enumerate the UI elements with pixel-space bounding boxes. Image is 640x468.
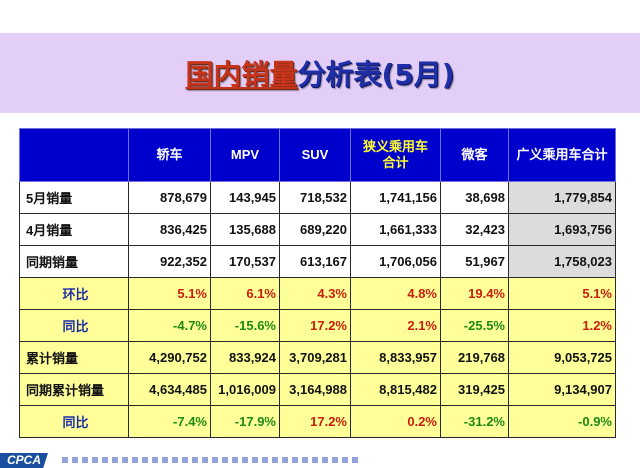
table-row: 累计销量 4,290,752 833,924 3,709,281 8,833,9… — [19, 341, 616, 374]
cell: -25.5% — [440, 309, 509, 342]
cpca-logo: CPCA — [0, 453, 48, 468]
cell: 1,016,009 — [210, 373, 280, 406]
header-sedan: 轿车 — [128, 128, 211, 182]
cell: 3,164,988 — [279, 373, 351, 406]
cell: 1,706,056 — [350, 245, 441, 278]
row-label: 同比 — [19, 405, 129, 438]
cell: 1,693,756 — [508, 213, 616, 246]
cell: 17.2% — [279, 405, 351, 438]
cell: 1,758,023 — [508, 245, 616, 278]
cell: 38,698 — [440, 181, 509, 214]
footer: CPCA — [0, 452, 640, 468]
title-highlight: 国内销量 — [185, 58, 298, 91]
cell: 32,423 — [440, 213, 509, 246]
cell: 922,352 — [128, 245, 211, 278]
header-narrow-total-label: 狭义乘用车合计 — [362, 139, 428, 170]
row-label: 同比 — [19, 309, 129, 342]
cell: 4.3% — [279, 277, 351, 310]
page-title: 国内销量分析表(5月) — [0, 53, 640, 93]
cell: -4.7% — [128, 309, 211, 342]
cell: 170,537 — [210, 245, 280, 278]
row-label: 同期累计销量 — [19, 373, 129, 406]
cell: -15.6% — [210, 309, 280, 342]
sales-analysis-table: 轿车 MPV SUV 狭义乘用车合计 微客 广义乘用车合计 5月销量 878,6… — [19, 128, 616, 438]
table-row: 同期累计销量 4,634,485 1,016,009 3,164,988 8,8… — [19, 373, 616, 406]
cell: 19.4% — [440, 277, 509, 310]
cell: 8,833,957 — [350, 341, 441, 374]
title-band — [0, 33, 640, 113]
header-empty — [19, 128, 129, 182]
table-row: 同期销量 922,352 170,537 613,167 1,706,056 5… — [19, 245, 616, 278]
cell: 4,634,485 — [128, 373, 211, 406]
table-row: 同比 -4.7% -15.6% 17.2% 2.1% -25.5% 1.2% — [19, 309, 616, 342]
cell: 8,815,482 — [350, 373, 441, 406]
cell: 3,709,281 — [279, 341, 351, 374]
cell: 5.1% — [508, 277, 616, 310]
table-row: 5月销量 878,679 143,945 718,532 1,741,156 3… — [19, 181, 616, 214]
cell: 135,688 — [210, 213, 280, 246]
cell: 9,053,725 — [508, 341, 616, 374]
cell: 1,661,333 — [350, 213, 441, 246]
cell: 6.1% — [210, 277, 280, 310]
cell: 1,741,156 — [350, 181, 441, 214]
cell: -31.2% — [440, 405, 509, 438]
cell: 613,167 — [279, 245, 351, 278]
cell: 143,945 — [210, 181, 280, 214]
cell: 4.8% — [350, 277, 441, 310]
cell: 878,679 — [128, 181, 211, 214]
header-minibus: 微客 — [440, 128, 509, 182]
title-rest: 分析表(5月) — [297, 58, 455, 91]
cell: 219,768 — [440, 341, 509, 374]
cell: 0.2% — [350, 405, 441, 438]
header-suv: SUV — [279, 128, 351, 182]
cell: -0.9% — [508, 405, 616, 438]
header-broad-total: 广义乘用车合计 — [508, 128, 616, 182]
cell: 51,967 — [440, 245, 509, 278]
cell: 17.2% — [279, 309, 351, 342]
cell: -7.4% — [128, 405, 211, 438]
row-label: 环比 — [19, 277, 129, 310]
cell: -17.9% — [210, 405, 280, 438]
cell: 689,220 — [279, 213, 351, 246]
row-label: 累计销量 — [19, 341, 129, 374]
table-row: 4月销量 836,425 135,688 689,220 1,661,333 3… — [19, 213, 616, 246]
row-label: 4月销量 — [19, 213, 129, 246]
table-row: 同比 -7.4% -17.9% 17.2% 0.2% -31.2% -0.9% — [19, 405, 616, 438]
cell: 836,425 — [128, 213, 211, 246]
cell: 1.2% — [508, 309, 616, 342]
cell: 319,425 — [440, 373, 509, 406]
cell: 2.1% — [350, 309, 441, 342]
cell: 4,290,752 — [128, 341, 211, 374]
cell: 5.1% — [128, 277, 211, 310]
cell: 718,532 — [279, 181, 351, 214]
header-mpv: MPV — [210, 128, 280, 182]
cell: 1,779,854 — [508, 181, 616, 214]
cell: 833,924 — [210, 341, 280, 374]
table-header-row: 轿车 MPV SUV 狭义乘用车合计 微客 广义乘用车合计 — [19, 128, 616, 182]
row-label: 5月销量 — [19, 181, 129, 214]
table-row: 环比 5.1% 6.1% 4.3% 4.8% 19.4% 5.1% — [19, 277, 616, 310]
footer-text-blurred — [62, 457, 362, 463]
header-narrow-total: 狭义乘用车合计 — [350, 128, 441, 182]
row-label: 同期销量 — [19, 245, 129, 278]
cell: 9,134,907 — [508, 373, 616, 406]
